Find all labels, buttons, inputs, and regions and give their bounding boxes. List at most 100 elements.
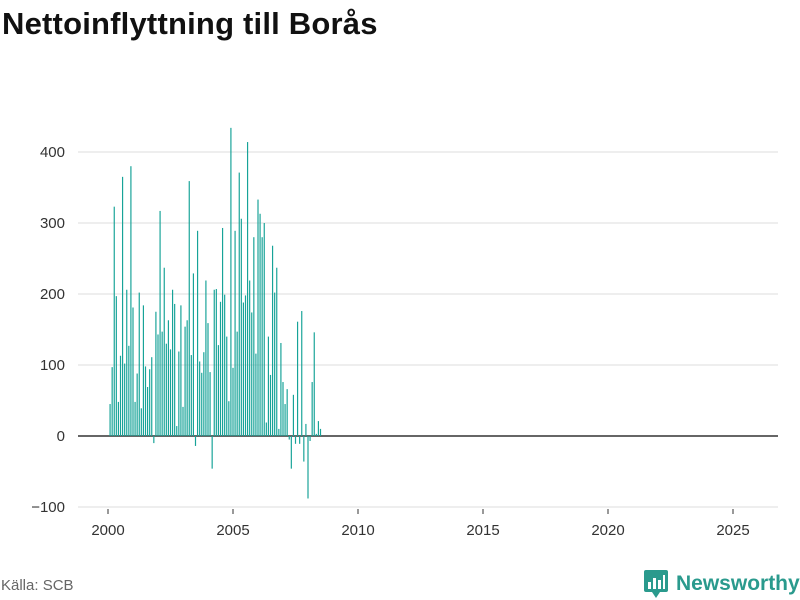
bar xyxy=(211,436,213,469)
x-tick-label: 2015 xyxy=(466,522,499,539)
bar xyxy=(136,373,138,436)
bar xyxy=(149,369,151,436)
bar xyxy=(221,227,224,436)
bar xyxy=(130,166,132,436)
bar xyxy=(217,345,219,436)
bar xyxy=(301,311,303,436)
bar xyxy=(215,289,217,436)
y-tick-labels: −100 0 100 200 300 400 xyxy=(31,144,65,516)
bar xyxy=(113,206,115,436)
bar xyxy=(151,357,153,436)
bar xyxy=(209,372,211,436)
grid-lines xyxy=(78,151,778,508)
bar xyxy=(276,267,278,436)
bar xyxy=(299,436,301,444)
x-tick-label: 2010 xyxy=(341,522,374,539)
bar xyxy=(278,428,280,436)
chart-title: Nettoinflyttning till Borås xyxy=(2,6,378,41)
x-tick-label: 2000 xyxy=(91,522,124,539)
bar xyxy=(232,367,234,436)
bar xyxy=(282,382,284,436)
bar xyxy=(288,436,290,440)
bar xyxy=(292,394,294,436)
y-tick-label: −100 xyxy=(31,499,65,516)
bar xyxy=(271,245,274,436)
bar xyxy=(161,331,163,436)
bar xyxy=(132,307,134,436)
bar xyxy=(180,305,182,436)
bar xyxy=(196,230,199,436)
bar xyxy=(184,326,186,436)
brand-logo[interactable]: Newsworthy xyxy=(644,568,800,600)
bar xyxy=(201,372,203,436)
source-note: Källa: SCB xyxy=(1,577,74,594)
x-tick-label: 2005 xyxy=(216,522,249,539)
bar xyxy=(174,303,176,436)
bar xyxy=(171,289,174,436)
bar xyxy=(251,312,253,436)
bar xyxy=(290,436,292,469)
bar xyxy=(253,237,255,436)
bar xyxy=(286,389,288,436)
bar xyxy=(313,332,315,436)
bar xyxy=(249,280,251,436)
bar xyxy=(224,294,226,436)
bar xyxy=(267,336,269,436)
newsworthy-logo-icon xyxy=(644,570,668,598)
bar xyxy=(190,355,192,436)
x-tick-label: 2025 xyxy=(716,522,749,539)
bar xyxy=(159,210,161,436)
bar xyxy=(226,336,228,436)
bar xyxy=(115,296,117,436)
bar xyxy=(153,436,155,444)
bar xyxy=(305,423,307,436)
bar xyxy=(265,422,267,436)
x-tick-label: 2020 xyxy=(591,522,624,539)
bar xyxy=(199,361,201,436)
y-tick-label: 200 xyxy=(40,286,65,303)
bar xyxy=(109,404,111,436)
bar xyxy=(242,302,244,436)
bar xyxy=(255,353,257,436)
bar xyxy=(186,320,188,436)
bar xyxy=(263,223,265,436)
bar xyxy=(134,401,136,436)
bar xyxy=(124,363,126,436)
bar xyxy=(157,334,159,436)
bar xyxy=(207,323,209,436)
y-tick-label: 100 xyxy=(40,357,65,374)
x-tick-labels: 2000 2005 2010 2015 2020 2025 xyxy=(91,509,750,539)
bar xyxy=(259,213,261,436)
bar xyxy=(319,428,322,436)
bar xyxy=(176,426,178,436)
y-tick-label: 300 xyxy=(40,215,65,232)
bar xyxy=(167,320,169,436)
bars xyxy=(109,127,322,499)
y-tick-label: 0 xyxy=(57,428,65,445)
bar xyxy=(315,433,317,436)
bar xyxy=(188,181,190,436)
bar xyxy=(230,127,232,437)
bar xyxy=(144,366,147,436)
bar xyxy=(205,280,207,436)
bar xyxy=(303,436,305,462)
bar xyxy=(140,408,142,436)
bar xyxy=(307,436,309,499)
bar xyxy=(163,267,165,436)
bar xyxy=(178,351,180,436)
bar xyxy=(128,345,130,436)
bar xyxy=(146,387,149,436)
bar xyxy=(261,237,263,436)
bar xyxy=(296,321,299,436)
bar xyxy=(280,342,282,436)
bar xyxy=(274,292,276,436)
bar xyxy=(240,218,242,436)
bar xyxy=(269,374,272,436)
bar xyxy=(192,273,194,436)
brand-name: Newsworthy xyxy=(676,572,800,595)
bar xyxy=(213,289,215,436)
bar xyxy=(219,301,222,436)
bar xyxy=(111,367,113,436)
bar xyxy=(244,295,247,436)
bar xyxy=(203,352,205,436)
